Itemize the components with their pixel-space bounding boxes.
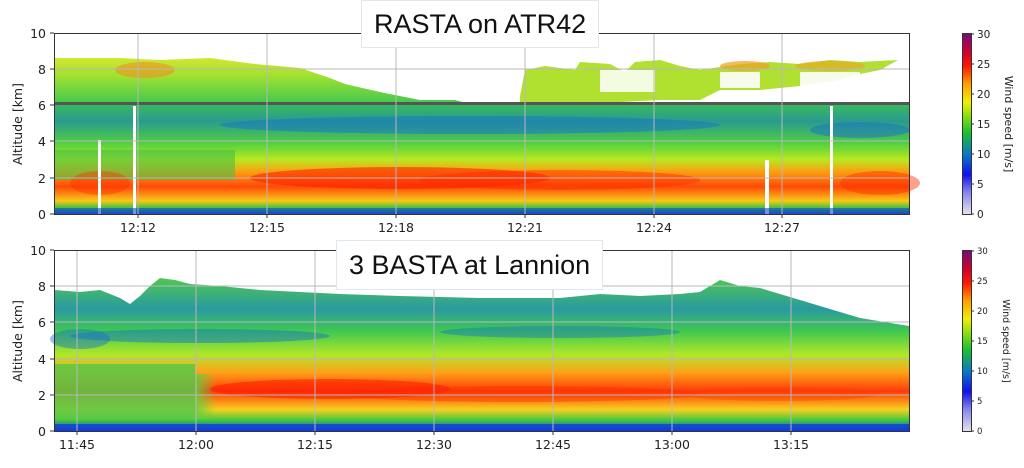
- cb-tick: 10: [977, 149, 990, 161]
- x-tick: 13:15: [773, 437, 809, 452]
- rasta-panel: 0 2 4 6 8 10 Altitude [km] 12:12 12:15 1…: [10, 0, 1015, 234]
- basta-y-axis: 0 2 4 6 8 10 Altitude [km]: [10, 243, 54, 439]
- cb-tick: 30: [977, 29, 990, 41]
- y-tick: 10: [30, 26, 46, 41]
- rasta-chart: 0 2 4 6 8 10 Altitude [km] 12:12 12:15 1…: [10, 26, 1015, 234]
- cb-tick: 25: [977, 277, 988, 287]
- y-tick: 2: [38, 388, 46, 403]
- basta-panel: 0 2 4 6 8 10 Altitude [km] 11:45 12:00 1…: [0, 234, 1024, 468]
- cb-tick: 5: [977, 397, 982, 407]
- rasta-colorbar: 0 5 10 15 20 25 30 Wind speed [m/s]: [962, 29, 1015, 221]
- cb-tick: 5: [977, 179, 984, 191]
- y-tick: 4: [38, 352, 46, 367]
- basta-title: 3 BASTA at Lannion: [336, 240, 604, 290]
- x-tick: 12:12: [120, 220, 156, 234]
- y-tick: 8: [38, 62, 46, 77]
- cb-tick: 20: [977, 307, 988, 317]
- x-tick: 12:18: [378, 220, 414, 234]
- x-tick: 13:00: [654, 437, 690, 452]
- cb-tick: 15: [977, 119, 990, 131]
- cb-tick: 30: [977, 247, 988, 257]
- x-tick: 12:24: [636, 220, 672, 234]
- y-tick: 0: [38, 424, 46, 439]
- rasta-y-axis: 0 2 4 6 8 10 Altitude [km]: [10, 26, 54, 222]
- y-tick: 10: [30, 243, 46, 258]
- y-tick: 0: [38, 207, 46, 222]
- x-tick: 12:45: [535, 437, 571, 452]
- colorbar-label: Wind speed [m/s]: [1002, 76, 1015, 173]
- y-tick: 6: [38, 315, 46, 330]
- x-tick: 12:15: [249, 220, 285, 234]
- cb-tick: 0: [977, 209, 984, 221]
- cb-tick: 0: [977, 427, 982, 437]
- rasta-heatmap: [55, 58, 920, 214]
- cb-tick: 20: [977, 89, 990, 101]
- x-tick: 12:27: [764, 220, 800, 234]
- cb-tick: 25: [977, 59, 990, 71]
- cb-tick: 10: [977, 367, 988, 377]
- x-tick: 12:00: [178, 437, 214, 452]
- y-axis-label: Altitude [km]: [10, 83, 25, 165]
- rasta-title: RASTA on ATR42: [361, 0, 600, 48]
- rasta-gridlines: [55, 33, 909, 214]
- y-axis-label: Altitude [km]: [10, 300, 25, 382]
- colorbar-label: Wind speed [m/s]: [1000, 299, 1011, 382]
- y-tick: 4: [38, 134, 46, 149]
- y-tick: 8: [38, 279, 46, 294]
- x-tick: 12:30: [416, 437, 452, 452]
- basta-x-axis: 11:45 12:00 12:15 12:30 12:45 13:00 13:1…: [59, 431, 809, 452]
- x-tick: 12:15: [297, 437, 333, 452]
- y-tick: 6: [38, 98, 46, 113]
- x-tick: 12:21: [507, 220, 543, 234]
- x-tick: 11:45: [59, 437, 95, 452]
- cb-tick: 15: [977, 337, 988, 347]
- y-tick: 2: [38, 171, 46, 186]
- basta-colorbar: 0 5 10 15 20 25 30 Wind speed [m/s]: [962, 247, 1011, 437]
- basta-chart: 0 2 4 6 8 10 Altitude [km] 11:45 12:00 1…: [10, 243, 1011, 452]
- basta-heatmap: [50, 278, 909, 431]
- rasta-x-axis: 12:12 12:15 12:18 12:21 12:24 12:27: [120, 214, 800, 234]
